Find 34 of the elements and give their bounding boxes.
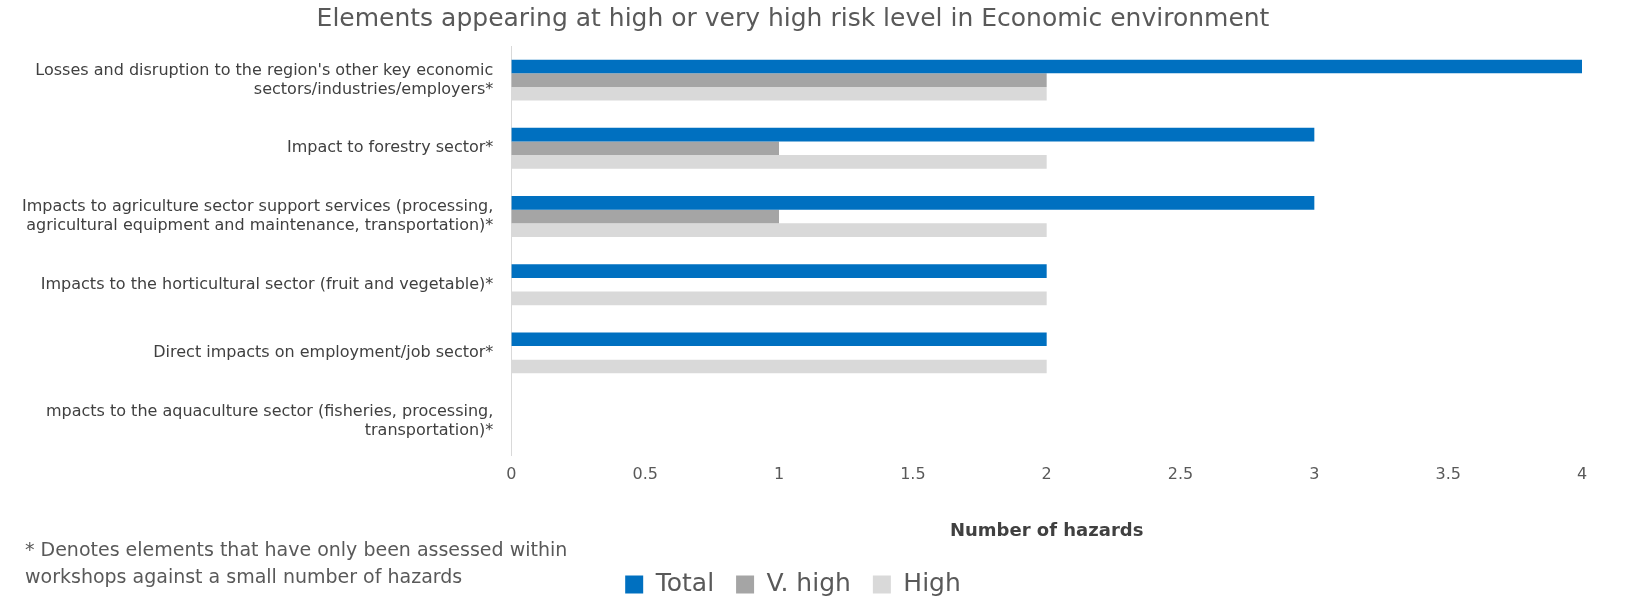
legend-label: Total: [654, 568, 715, 597]
bar: [511, 196, 1315, 210]
bar: [511, 86, 1047, 101]
x-tick-label: 0: [506, 463, 517, 483]
bar: [511, 73, 1047, 87]
chart-title: Elements appearing at high or very high risk level in Economic environment: [316, 2, 1270, 32]
bar: [511, 291, 1047, 306]
x-axis-title: Number of hazards: [949, 518, 1144, 540]
y-tick-label: Impacts to the horticultural sector (fruit and vegetable)*: [40, 273, 494, 293]
y-tick-label: mpacts to the aquaculture sector (fisheries, processing, transportation)*: [45, 400, 494, 439]
bar: [511, 359, 1047, 374]
bar: [511, 59, 1582, 74]
legend-label: V. high: [766, 568, 851, 597]
legend-label: High: [903, 568, 961, 597]
bar: [511, 141, 780, 156]
bar: [511, 332, 1047, 347]
x-tick-label: 4: [1576, 463, 1588, 483]
bar: [511, 155, 1047, 169]
bar: [511, 223, 1047, 237]
x-tick-label: 3: [1309, 463, 1320, 483]
y-tick-label: Impact to forestry sector*: [286, 137, 494, 157]
x-tick-label: 0.5: [632, 463, 658, 483]
bar: [511, 127, 1315, 142]
x-tick-label: 1: [773, 463, 785, 483]
x-tick-label: 3.5: [1435, 463, 1461, 483]
bar: [511, 209, 780, 224]
y-tick-label: Losses and disruption to the region's other key economic sectors/industries/employers*: [35, 59, 494, 98]
text: * Denotes elements that have only been assessed within workshops against a small number of hazards: [25, 537, 569, 589]
x-tick-label: 2: [1041, 463, 1052, 483]
x-tick-label: 2.5: [1167, 463, 1194, 483]
bar: [511, 264, 1047, 278]
y-tick-label: Direct impacts on employment/job sector*: [153, 342, 494, 362]
y-tick-label: Impacts to agriculture sector support services (processing, agricultural equipment and maintenance, transportation)*: [21, 196, 494, 235]
x-tick-label: 1.5: [900, 463, 926, 483]
